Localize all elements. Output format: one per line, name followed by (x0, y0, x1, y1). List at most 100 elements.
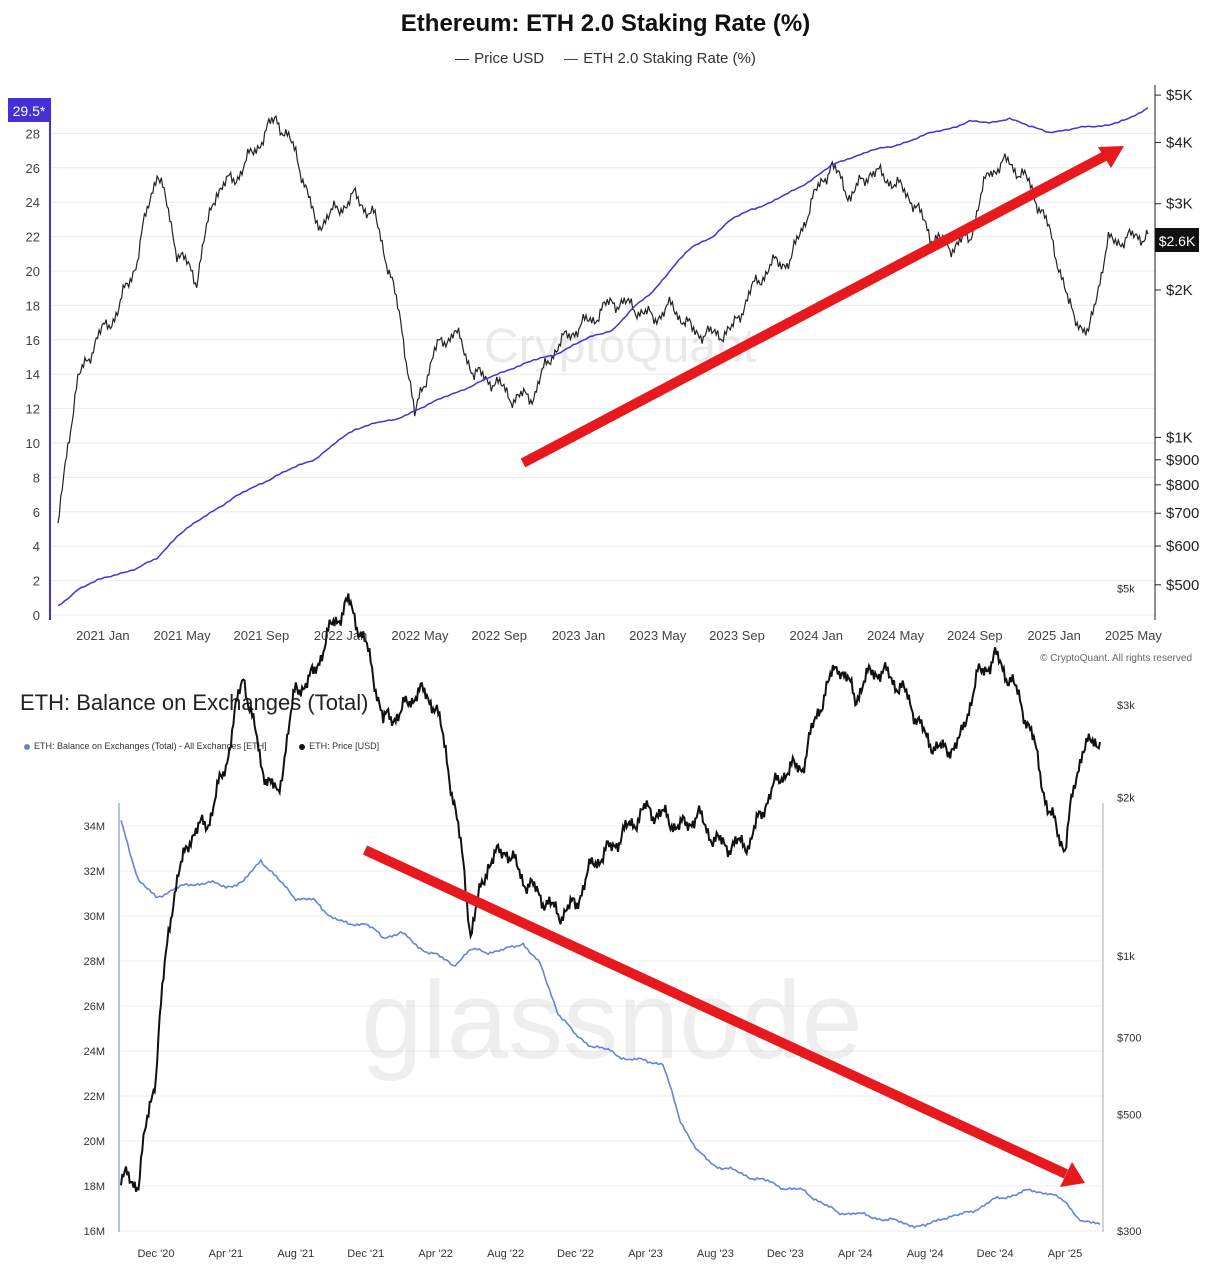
chart2-x-tick: Aug '24 (907, 1248, 944, 1260)
chart1-left-tick: 20 (26, 264, 40, 279)
chart1-left-tick: 14 (26, 367, 40, 382)
chart1-trend-arrow-head (1098, 146, 1124, 168)
chart1-left-tick: 12 (26, 402, 40, 417)
chart1-left-tick: 2 (33, 574, 40, 589)
chart2-right-tick: $2k (1117, 793, 1135, 805)
chart1-right-tick: $500 (1166, 577, 1199, 594)
chart1-x-tick: 2025 May (1105, 628, 1163, 643)
chart2-x-tick: Dec '20 (137, 1248, 174, 1260)
chart1-left-tick: 0 (33, 608, 40, 623)
chart1-trend-arrow-shaft (520, 151, 1108, 468)
chart1-left-tick: 22 (26, 230, 40, 245)
current-rate-badge (8, 98, 50, 122)
chart1-x-tick: 2025 Jan (1027, 628, 1081, 643)
chart1-right-tick: $700 (1166, 505, 1199, 522)
chart2-x-tick: Apr '22 (418, 1248, 453, 1260)
chart1-legend: Price USD ETH 2.0 Staking Rate (%) (0, 50, 1211, 67)
chart2-right-tick: $3k (1117, 700, 1135, 712)
chart1-left-tick: 8 (33, 470, 40, 485)
chart1-x-tick: 2021 Sep (234, 628, 290, 643)
legend-dot-balance (24, 743, 30, 750)
chart1-x-tick: 2024 May (867, 628, 925, 643)
chart1-left-tick: 10 (26, 436, 40, 451)
chart2-x-tick: Apr '21 (209, 1248, 244, 1260)
chart1-x-tick: 2024 Jan (790, 628, 844, 643)
legend-dot-eth-price (299, 743, 306, 750)
chart2-left-tick: 24M (84, 1046, 105, 1058)
chart2-x-tick: Dec '23 (767, 1248, 804, 1260)
chart1-copyright: © CryptoQuant. All rights reserved (1040, 653, 1192, 664)
chart2-price-line (120, 593, 1101, 1193)
chart1-left-tick: 18 (26, 298, 40, 313)
chart2-x-tick: Dec '22 (557, 1248, 594, 1260)
chart2-right-tick: $500 (1117, 1109, 1141, 1121)
legend-item-eth-price[interactable]: ETH: Price [USD] (299, 741, 379, 751)
chart1-x-tick: 2024 Sep (947, 628, 1003, 643)
chart2-left-tick: 28M (84, 956, 105, 968)
chart1-left-tick: 26 (26, 161, 40, 176)
chart2-title: ETH: Balance on Exchanges (Total) (20, 690, 369, 715)
legend-item-staking-rate[interactable]: ETH 2.0 Staking Rate (%) (564, 50, 756, 67)
chart2-x-tick: Aug '22 (487, 1248, 524, 1260)
chart2-x-tick: Apr '24 (838, 1248, 873, 1260)
chart2-x-tick: Apr '25 (1048, 1248, 1083, 1260)
chart2-trend-arrow-head (1060, 1162, 1085, 1187)
chart2-right-tick: $700 (1117, 1032, 1141, 1044)
chart1-right-tick: $3K (1166, 196, 1193, 213)
chart2-right-tick: $5k (1117, 583, 1135, 595)
chart1-x-tick: 2023 Sep (709, 628, 765, 643)
chart1-x-tick: 2022 Sep (471, 628, 527, 643)
chart1-x-tick: 2023 Jan (552, 628, 606, 643)
chart1-left-tick: 4 (33, 539, 40, 554)
chart2-x-tick: Aug '23 (697, 1248, 734, 1260)
legend-label-staking-rate: ETH 2.0 Staking Rate (%) (583, 50, 756, 67)
chart1-right-tick: $1K (1166, 429, 1193, 446)
chart2-left-tick: 16M (84, 1226, 105, 1238)
chart1-x-tick: 2023 May (629, 628, 687, 643)
chart1-staking-rate-line (57, 106, 1149, 607)
chart2-left-tick: 32M (84, 866, 105, 878)
chart1-title: Ethereum: ETH 2.0 Staking Rate (%) (400, 10, 811, 37)
chart2-legend: ETH: Balance on Exchanges (Total) - All … (24, 741, 409, 751)
chart1-left-tick: 28 (26, 126, 40, 141)
chart2-left-tick: 34M (84, 821, 105, 833)
chart2-balance-line (120, 820, 1101, 1229)
chart2-left-tick: 30M (84, 911, 105, 923)
chart1-x-tick: 2022 May (391, 628, 449, 643)
chart2-x-tick: Dec '24 (977, 1248, 1014, 1260)
legend-item-price[interactable]: Price USD (455, 50, 544, 67)
chart1-left-tick: 6 (33, 505, 40, 520)
chart1-right-tick: $2K (1166, 282, 1193, 299)
legend-label-price: Price USD (474, 50, 545, 67)
chart2-x-tick: Apr '23 (628, 1248, 663, 1260)
chart2-trend-arrow-shaft (362, 845, 1069, 1179)
legend-swatch-price (455, 58, 470, 60)
chart1-left-tick: 24 (26, 195, 40, 210)
chart2-left-tick: 26M (84, 1001, 105, 1013)
current-price-value: $2.6K (1159, 233, 1196, 249)
chart1-right-tick: $800 (1166, 477, 1199, 494)
chart2-left-tick: 20M (84, 1136, 105, 1148)
chart1-x-tick: 2021 May (154, 628, 212, 643)
current-price-badge (1155, 228, 1199, 252)
chart2-left-tick: 18M (84, 1181, 105, 1193)
chart1-left-tick: 16 (26, 333, 40, 348)
legend-swatch-staking-rate (564, 58, 579, 60)
chart2-x-tick: Aug '21 (277, 1248, 314, 1260)
chart1-right-tick: $4K (1166, 135, 1193, 152)
legend-item-balance[interactable]: ETH: Balance on Exchanges (Total) - All … (24, 741, 267, 751)
chart2-right-tick: $1k (1117, 951, 1135, 963)
chart1-x-tick: 2021 Jan (76, 628, 130, 643)
chart2-left-tick: 22M (84, 1091, 105, 1103)
chart1-right-tick: $600 (1166, 538, 1199, 555)
chart1-right-tick: $900 (1166, 452, 1199, 469)
chart1-right-tick: $5K (1166, 87, 1193, 104)
chart2-x-tick: Dec '21 (347, 1248, 384, 1260)
chart2-right-tick: $300 (1117, 1226, 1141, 1238)
chart2-watermark: glassnode (361, 959, 863, 1082)
current-rate-value: 29.5* (13, 103, 46, 119)
legend-label-eth-price: ETH: Price [USD] (309, 741, 380, 751)
legend-label-balance: ETH: Balance on Exchanges (Total) - All … (34, 741, 267, 751)
